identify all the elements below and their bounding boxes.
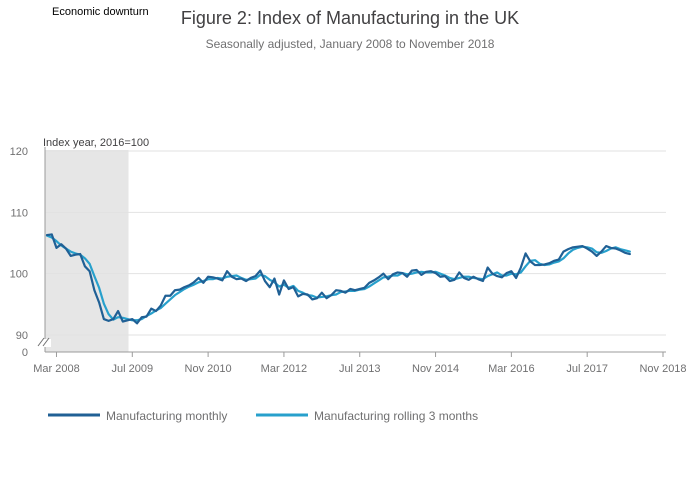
legend-label-1: Manufacturing rolling 3 months [314, 409, 478, 423]
legend-label-0: Manufacturing monthly [106, 409, 227, 423]
series-lines [45, 233, 631, 325]
axes: 90 100 110 120 0 Mar 2008 Jul 2009 Nov 2010 Mar … [10, 146, 687, 375]
chart-title: Figure 2: Index of Manufacturing in the … [181, 8, 519, 28]
legend: Manufacturing monthly Manufacturing rolli… [48, 409, 478, 423]
x-tick-label: Jul 2017 [566, 363, 608, 375]
y-tick-label-90: 90 [16, 330, 28, 342]
y-tick-label-110: 110 [10, 207, 28, 219]
y-tick-label-120: 120 [10, 146, 28, 158]
x-tick-label: Nov 2014 [412, 363, 459, 375]
series-line-monthly [45, 233, 631, 325]
y-axis-label: Index year, 2016=100 [43, 137, 149, 149]
chart-text: Figure 2: Index of Manufacturing in the … [43, 6, 519, 149]
x-tick-label: Mar 2012 [261, 363, 307, 375]
x-tick-label: Jul 2009 [111, 363, 153, 375]
x-tick-label: Jul 2013 [339, 363, 381, 375]
axis-break-mark-2 [42, 337, 50, 347]
axis-break-mark-1 [37, 337, 45, 347]
gridlines [45, 150, 666, 336]
axis-break-gap [37, 339, 51, 347]
y-tick-label-zero: 0 [22, 347, 28, 359]
chart-subtitle: Seasonally adjusted, January 2008 to Nov… [206, 37, 495, 51]
series-line-rolling-3-months [45, 234, 631, 322]
downturn-shade [45, 150, 129, 352]
x-tick-label: Nov 2018 [639, 363, 686, 375]
y-tick-label-100: 100 [10, 269, 28, 281]
x-tick-label: Mar 2016 [488, 363, 534, 375]
shaded-region-label: Economic downturn [52, 6, 149, 18]
x-tick-label: Nov 2010 [185, 363, 232, 375]
x-tick-label: Mar 2008 [33, 363, 79, 375]
shaded-region-layer [45, 150, 129, 352]
